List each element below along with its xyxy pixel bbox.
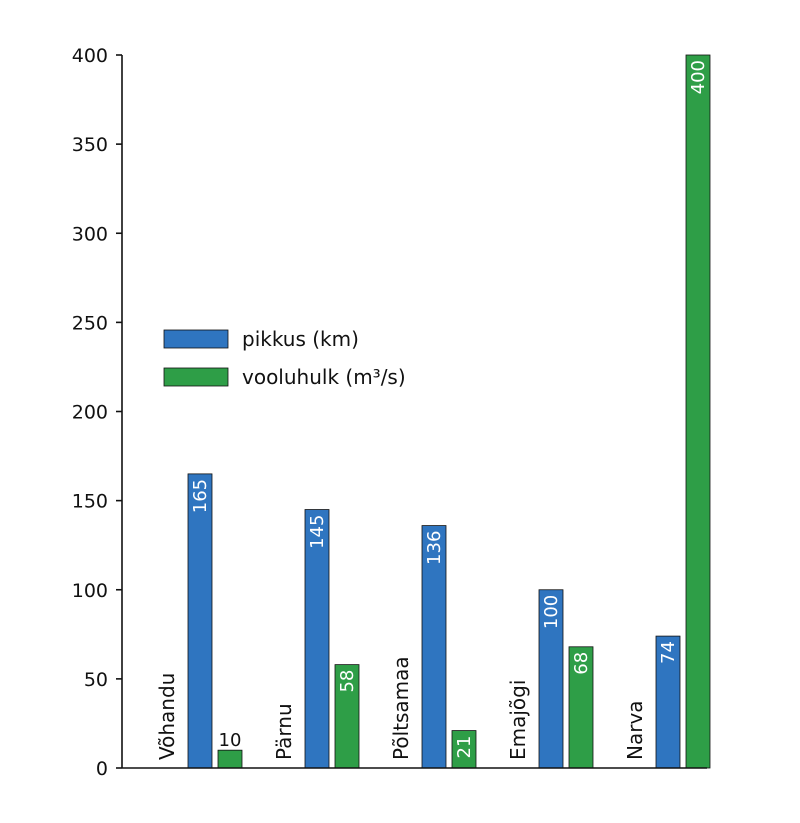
y-tick-label: 100 [72,580,108,602]
data-label: 145 [307,515,328,549]
y-tick-label: 400 [72,45,108,67]
bar-vooluhulk [217,749,243,769]
y-tick-label: 150 [72,491,108,513]
category-label: Võhandu [155,673,179,760]
data-label: 100 [541,595,562,629]
y-tick-label: 50 [84,669,108,691]
bars: 165 10 145 58 136 21 100 68 74 400 [187,54,711,769]
data-label: 21 [454,736,475,759]
data-label: 136 [424,531,445,565]
bar-pikkus [187,473,213,769]
y-tick-label: 250 [72,312,108,334]
legend: pikkus (km) vooluhulk (m³/s) [163,327,406,389]
category-label: Emajõgi [506,680,530,760]
data-label: 74 [658,641,679,664]
data-label: 58 [337,670,358,693]
category-labels: Võhandu Pärnu Põltsamaa Emajõgi Narva [155,656,647,760]
data-label: 165 [190,479,211,513]
bar-pikkus [538,589,564,769]
data-label: 400 [688,60,709,94]
legend-swatch [163,329,229,349]
legend-swatch [163,367,229,387]
category-label: Põltsamaa [389,656,413,760]
y-tick-label: 300 [72,223,108,245]
bar-vooluhulk [568,646,594,769]
y-tick-label: 0 [96,758,108,780]
bar-pikkus [655,635,681,769]
category-label: Narva [623,700,647,760]
bar-vooluhulk [685,54,711,769]
y-tick-label: 350 [72,134,108,156]
data-label: 10 [219,730,242,751]
data-label: 68 [571,652,592,675]
category-label: Pärnu [272,703,296,760]
legend-label: pikkus (km) [242,327,359,351]
y-axis: 0 50 100 150 200 250 300 350 400 [72,45,123,780]
bar-vooluhulk [334,664,360,769]
legend-label: vooluhulk (m³/s) [242,365,406,389]
bar-pikkus [304,509,330,769]
bar-vooluhulk [451,730,477,769]
y-tick-label: 200 [72,402,108,424]
